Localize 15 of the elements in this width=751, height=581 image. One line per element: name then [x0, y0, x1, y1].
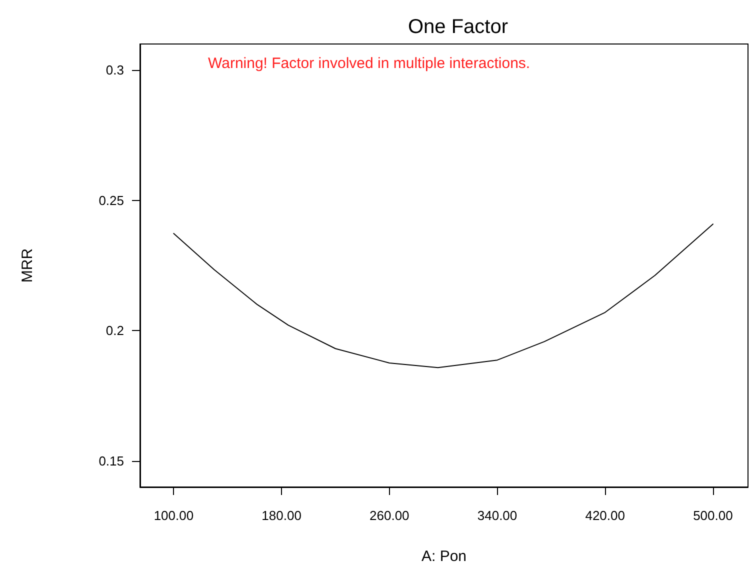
x-axis-title: A: Pon — [421, 548, 467, 565]
y-tick-label: 0.15 — [98, 453, 124, 468]
x-tick-label: 180.00 — [262, 508, 302, 523]
x-tick-label: 420.00 — [585, 508, 625, 523]
y-tick-label: 0.2 — [106, 323, 124, 338]
x-tick-label: 100.00 — [154, 508, 194, 523]
y-axis-title: MRR — [19, 248, 36, 283]
y-tick-label: 0.3 — [106, 62, 124, 78]
x-tick-label: 340.00 — [477, 508, 518, 523]
x-tick-label: 260.00 — [370, 508, 410, 523]
x-tick-label: 500.00 — [693, 508, 733, 523]
y-tick-label: 0.25 — [98, 192, 124, 208]
line-series — [173, 224, 714, 368]
chart-title: One Factor — [408, 16, 508, 38]
annotation: Warning! Factor involved in multiple interactions. — [208, 55, 530, 72]
